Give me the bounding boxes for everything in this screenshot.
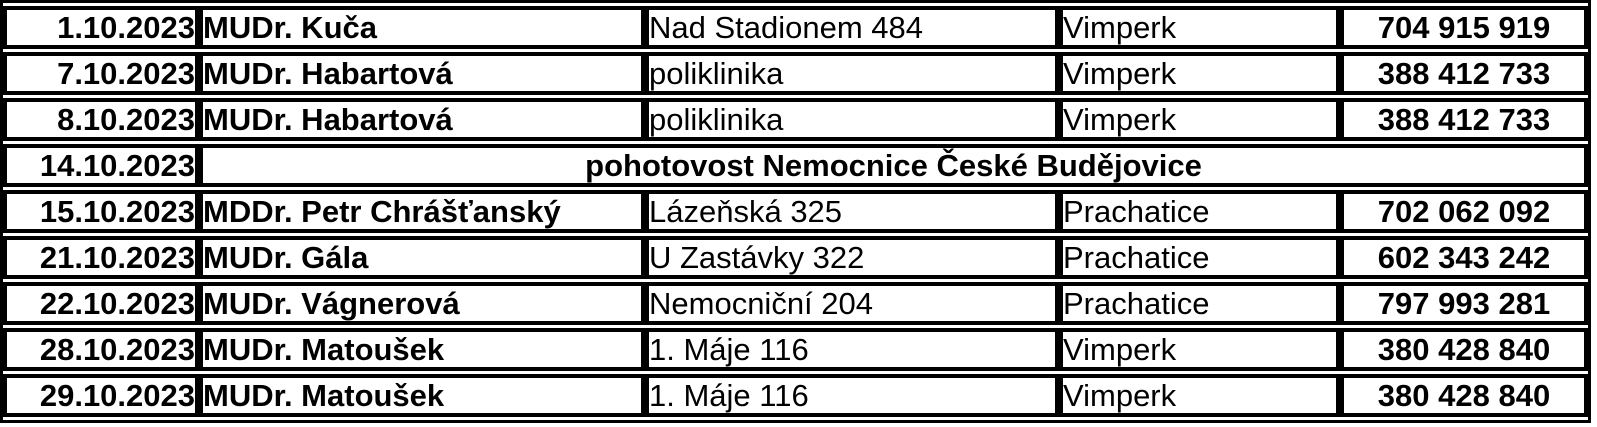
table-cell-date: 29.10.2023 [3, 374, 199, 417]
table-cell-doctor: MUDr. Habartová [199, 98, 645, 141]
table-row: 1.10.2023 MUDr. Kuča Nad Stadionem 484 Vimp… [3, 6, 1588, 49]
table-cell-date: 28.10.2023 [3, 328, 199, 371]
table-cell-doctor: MUDr. Habartová [199, 52, 645, 95]
table-cell-date: 1.10.2023 [3, 6, 199, 49]
table-cell-date: 15.10.2023 [3, 190, 199, 233]
table-cell-city: Prachatice [1059, 190, 1340, 233]
schedule-table-body: 1.10.2023 MUDr. Kuča Nad Stadionem 484 Vimp… [3, 6, 1588, 417]
table-row: 7.10.2023 MUDr. Habartová poliklinika Vimpe… [3, 52, 1588, 95]
table-cell-city: Vimperk [1059, 98, 1340, 141]
table-row: 29.10.2023 MUDr. Matoušek 1. Máje 116 Vimpe… [3, 374, 1588, 417]
table-cell-doctor: MUDr. Matoušek [199, 328, 645, 371]
table-cell-address: poliklinika [645, 98, 1059, 141]
table-cell-city: Vimperk [1059, 374, 1340, 417]
table-cell-phone: 702 062 092 [1340, 190, 1588, 233]
table-cell-date: 14.10.2023 [3, 144, 199, 187]
table-row: 15.10.2023 MDDr. Petr Chrášťanský Lázeňská… [3, 190, 1588, 233]
table-cell-address: Nemocniční 204 [645, 282, 1059, 325]
table-cell-city: Vimperk [1059, 52, 1340, 95]
table-cell-doctor: MUDr. Matoušek [199, 374, 645, 417]
table-cell-city: Vimperk [1059, 6, 1340, 49]
table-row: 28.10.2023 MUDr. Matoušek 1. Máje 116 Vimpe… [3, 328, 1588, 371]
table-row: 21.10.2023 MUDr. Gála U Zastávky 322 Pracha… [3, 236, 1588, 279]
table-cell-phone: 380 428 840 [1340, 328, 1588, 371]
table-cell-phone: 704 915 919 [1340, 6, 1588, 49]
table-cell-date: 8.10.2023 [3, 98, 199, 141]
table-cell-city: Prachatice [1059, 236, 1340, 279]
table-cell-date: 7.10.2023 [3, 52, 199, 95]
table-cell-phone: 388 412 733 [1340, 52, 1588, 95]
table-cell-phone: 388 412 733 [1340, 98, 1588, 141]
table-cell-city: Prachatice [1059, 282, 1340, 325]
table-cell-address: 1. Máje 116 [645, 328, 1059, 371]
table-cell-date: 22.10.2023 [3, 282, 199, 325]
table-cell-phone: 380 428 840 [1340, 374, 1588, 417]
table-cell-doctor: MDDr. Petr Chrášťanský [199, 190, 645, 233]
table-cell-address: poliklinika [645, 52, 1059, 95]
table-cell-address: 1. Máje 116 [645, 374, 1059, 417]
table-row: 14.10.2023 pohotovost Nemocnice České Bud… [3, 144, 1588, 187]
table-cell-doctor: MUDr. Kuča [199, 6, 645, 49]
table-cell-address: U Zastávky 322 [645, 236, 1059, 279]
table-cell-city: Vimperk [1059, 328, 1340, 371]
table-row: 8.10.2023 MUDr. Habartová poliklinika Vimpe… [3, 98, 1588, 141]
table-cell-date: 21.10.2023 [3, 236, 199, 279]
table-row: 22.10.2023 MUDr. Vágnerová Nemocniční 204 P… [3, 282, 1588, 325]
table-cell-merged: pohotovost Nemocnice České Budějovice [199, 144, 1588, 187]
table-cell-address: Nad Stadionem 484 [645, 6, 1059, 49]
table-cell-phone: 602 343 242 [1340, 236, 1588, 279]
table-cell-address: Lázeňská 325 [645, 190, 1059, 233]
table-cell-phone: 797 993 281 [1340, 282, 1588, 325]
table-cell-doctor: MUDr. Vágnerová [199, 282, 645, 325]
table-cell-doctor: MUDr. Gála [199, 236, 645, 279]
